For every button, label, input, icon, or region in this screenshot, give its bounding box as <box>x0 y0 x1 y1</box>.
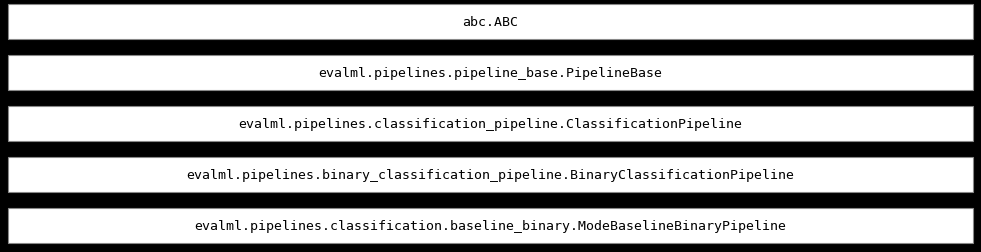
Text: evalml.pipelines.binary_classification_pipeline.BinaryClassificationPipeline: evalml.pipelines.binary_classification_p… <box>186 168 795 181</box>
Text: abc.ABC: abc.ABC <box>462 16 519 29</box>
Text: evalml.pipelines.classification.baseline_binary.ModeBaselineBinaryPipeline: evalml.pipelines.classification.baseline… <box>194 219 787 232</box>
Text: evalml.pipelines.classification_pipeline.ClassificationPipeline: evalml.pipelines.classification_pipeline… <box>238 117 743 131</box>
Bar <box>8 158 973 192</box>
Bar <box>8 107 973 141</box>
Bar <box>8 56 973 91</box>
Bar <box>8 208 973 243</box>
Bar <box>8 5 973 40</box>
Text: evalml.pipelines.pipeline_base.PipelineBase: evalml.pipelines.pipeline_base.PipelineB… <box>319 67 662 80</box>
